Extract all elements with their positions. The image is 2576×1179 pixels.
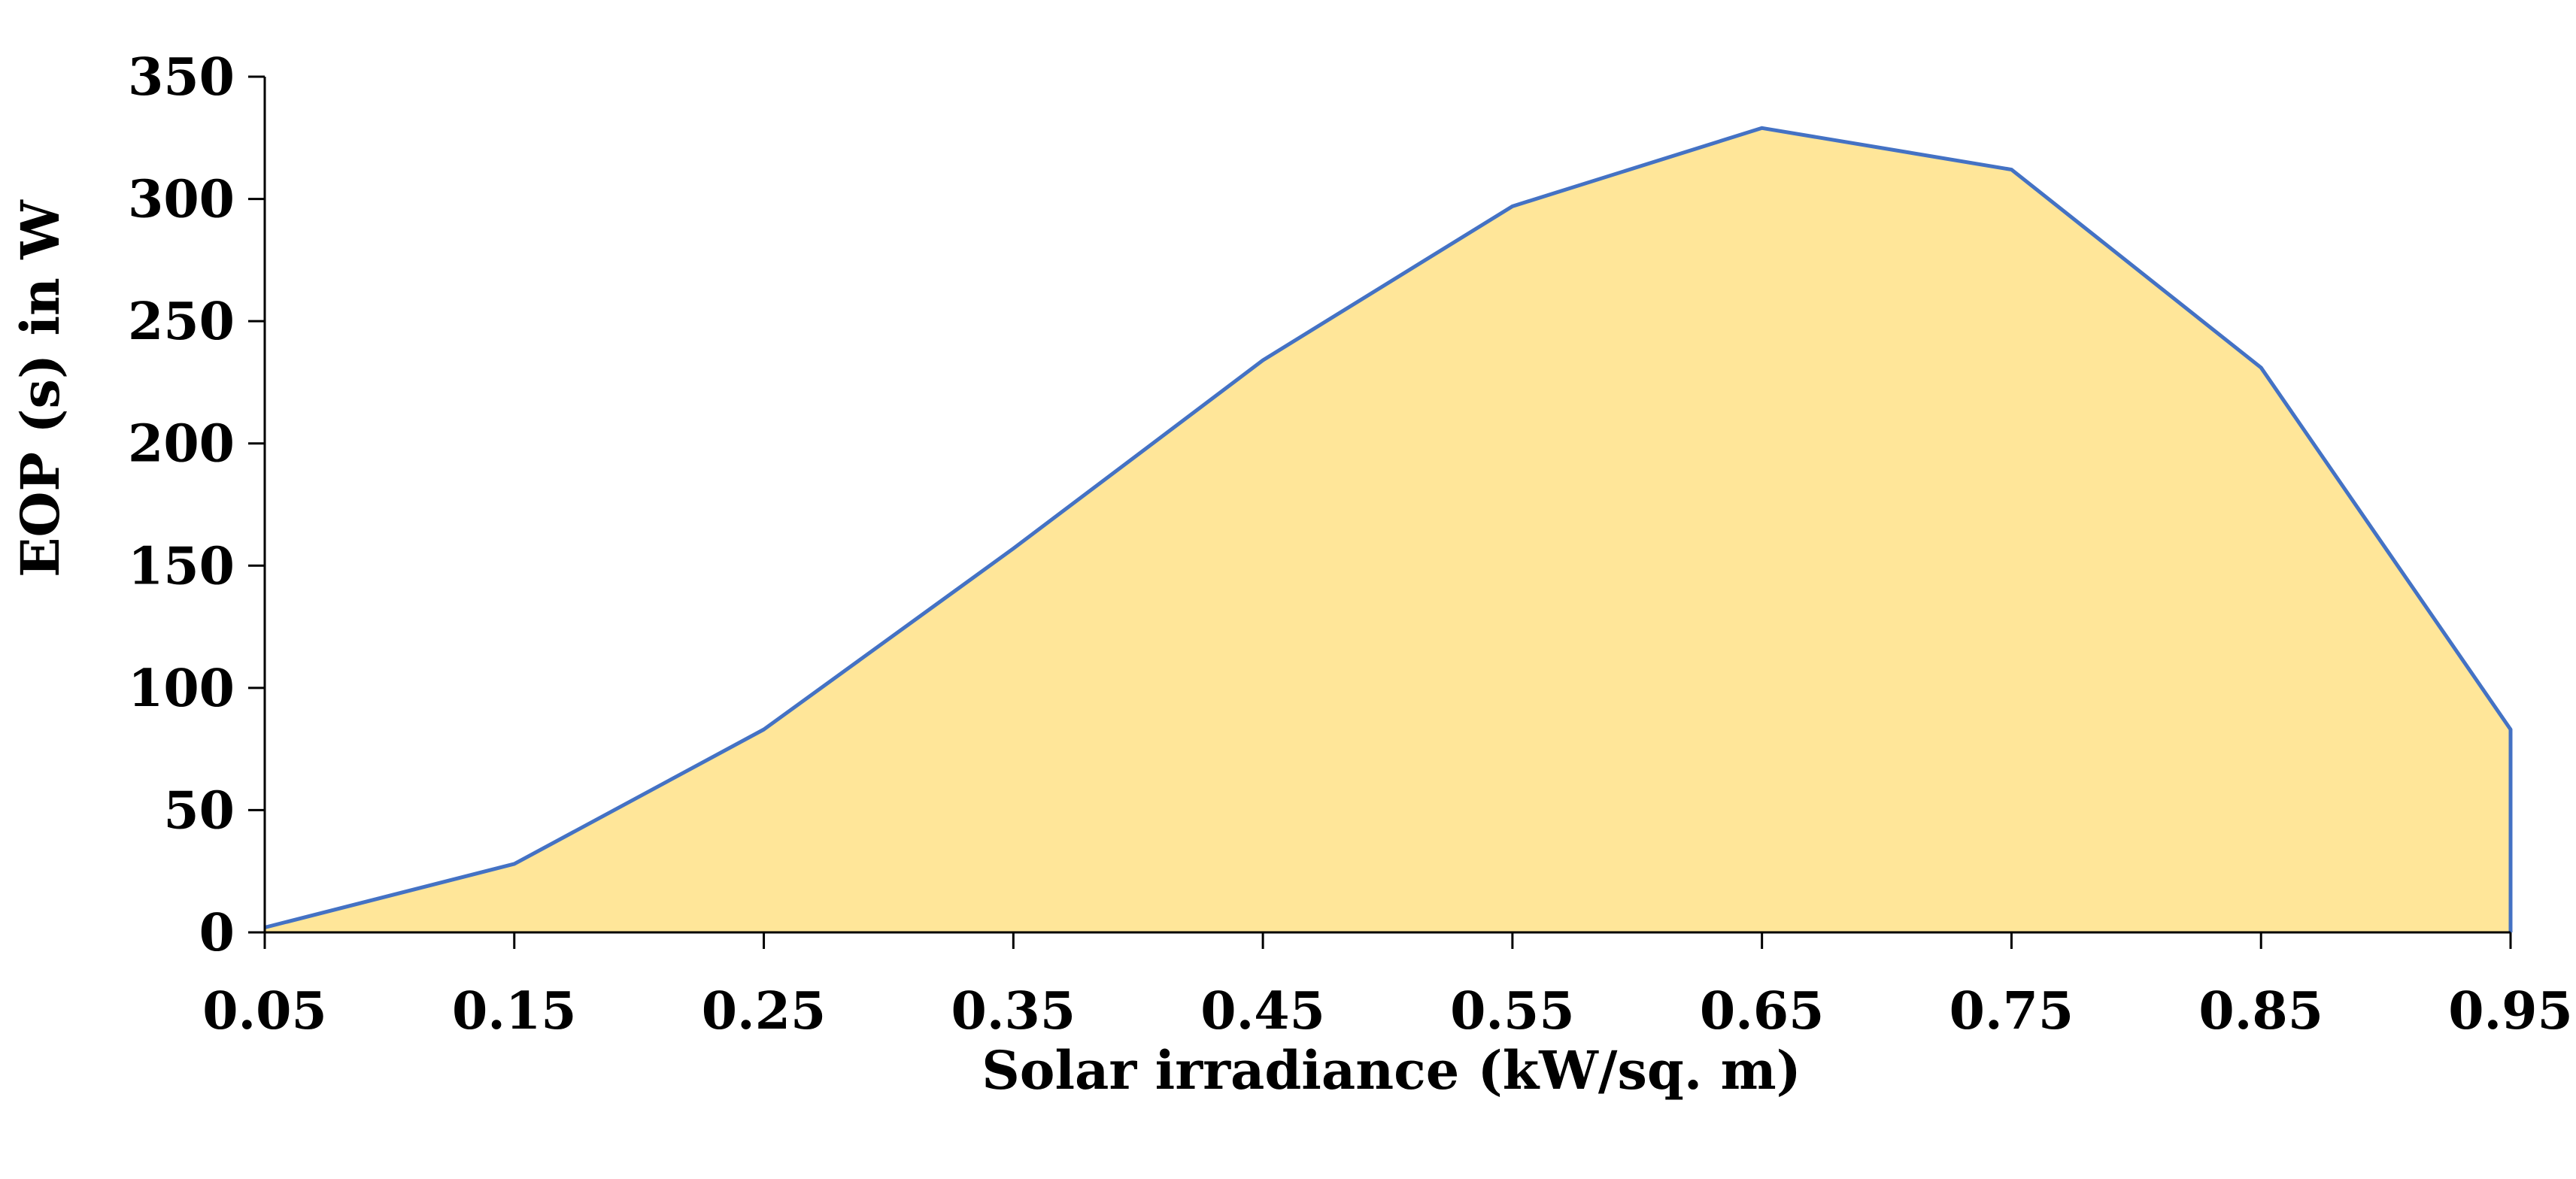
- y-axis-title: EOP (s) in W: [9, 199, 71, 577]
- x-tick-label: 0.65: [1700, 981, 1825, 1041]
- x-axis: 0.05 0.15 0.25 0.35 0.45 0.55 0.65 0.75 0.85 0.95: [202, 931, 2573, 1041]
- x-tick-label: 0.25: [702, 981, 827, 1041]
- y-tick-label: 0: [199, 903, 235, 963]
- x-tick-label: 0.45: [1200, 981, 1325, 1041]
- series-line: [264, 126, 2513, 932]
- x-tick-label: 0.35: [951, 981, 1076, 1041]
- x-tick-label: 0.95: [2448, 981, 2573, 1041]
- y-tick-label: 350: [128, 47, 235, 108]
- x-tick-label: 0.75: [1949, 981, 2074, 1041]
- y-tick-label: 300: [128, 170, 235, 230]
- x-axis-title: Solar irradiance (kW/sq. m): [982, 1039, 1801, 1102]
- y-tick-label: 250: [128, 292, 235, 352]
- x-tick-label: 0.55: [1450, 981, 1575, 1041]
- y-tick-label: 150: [128, 536, 235, 596]
- x-tick-label: 0.85: [2198, 981, 2323, 1041]
- y-axis: 0 50 100 150 200 250 300 350: [128, 47, 266, 963]
- x-tick-label: 0.05: [202, 981, 327, 1041]
- area-fill: [265, 128, 2511, 932]
- x-tick-label: 0.15: [452, 981, 577, 1041]
- plot-area: [264, 126, 2513, 932]
- y-tick-label: 100: [128, 659, 235, 719]
- y-tick-label: 200: [128, 414, 235, 474]
- y-tick-label: 50: [163, 780, 235, 841]
